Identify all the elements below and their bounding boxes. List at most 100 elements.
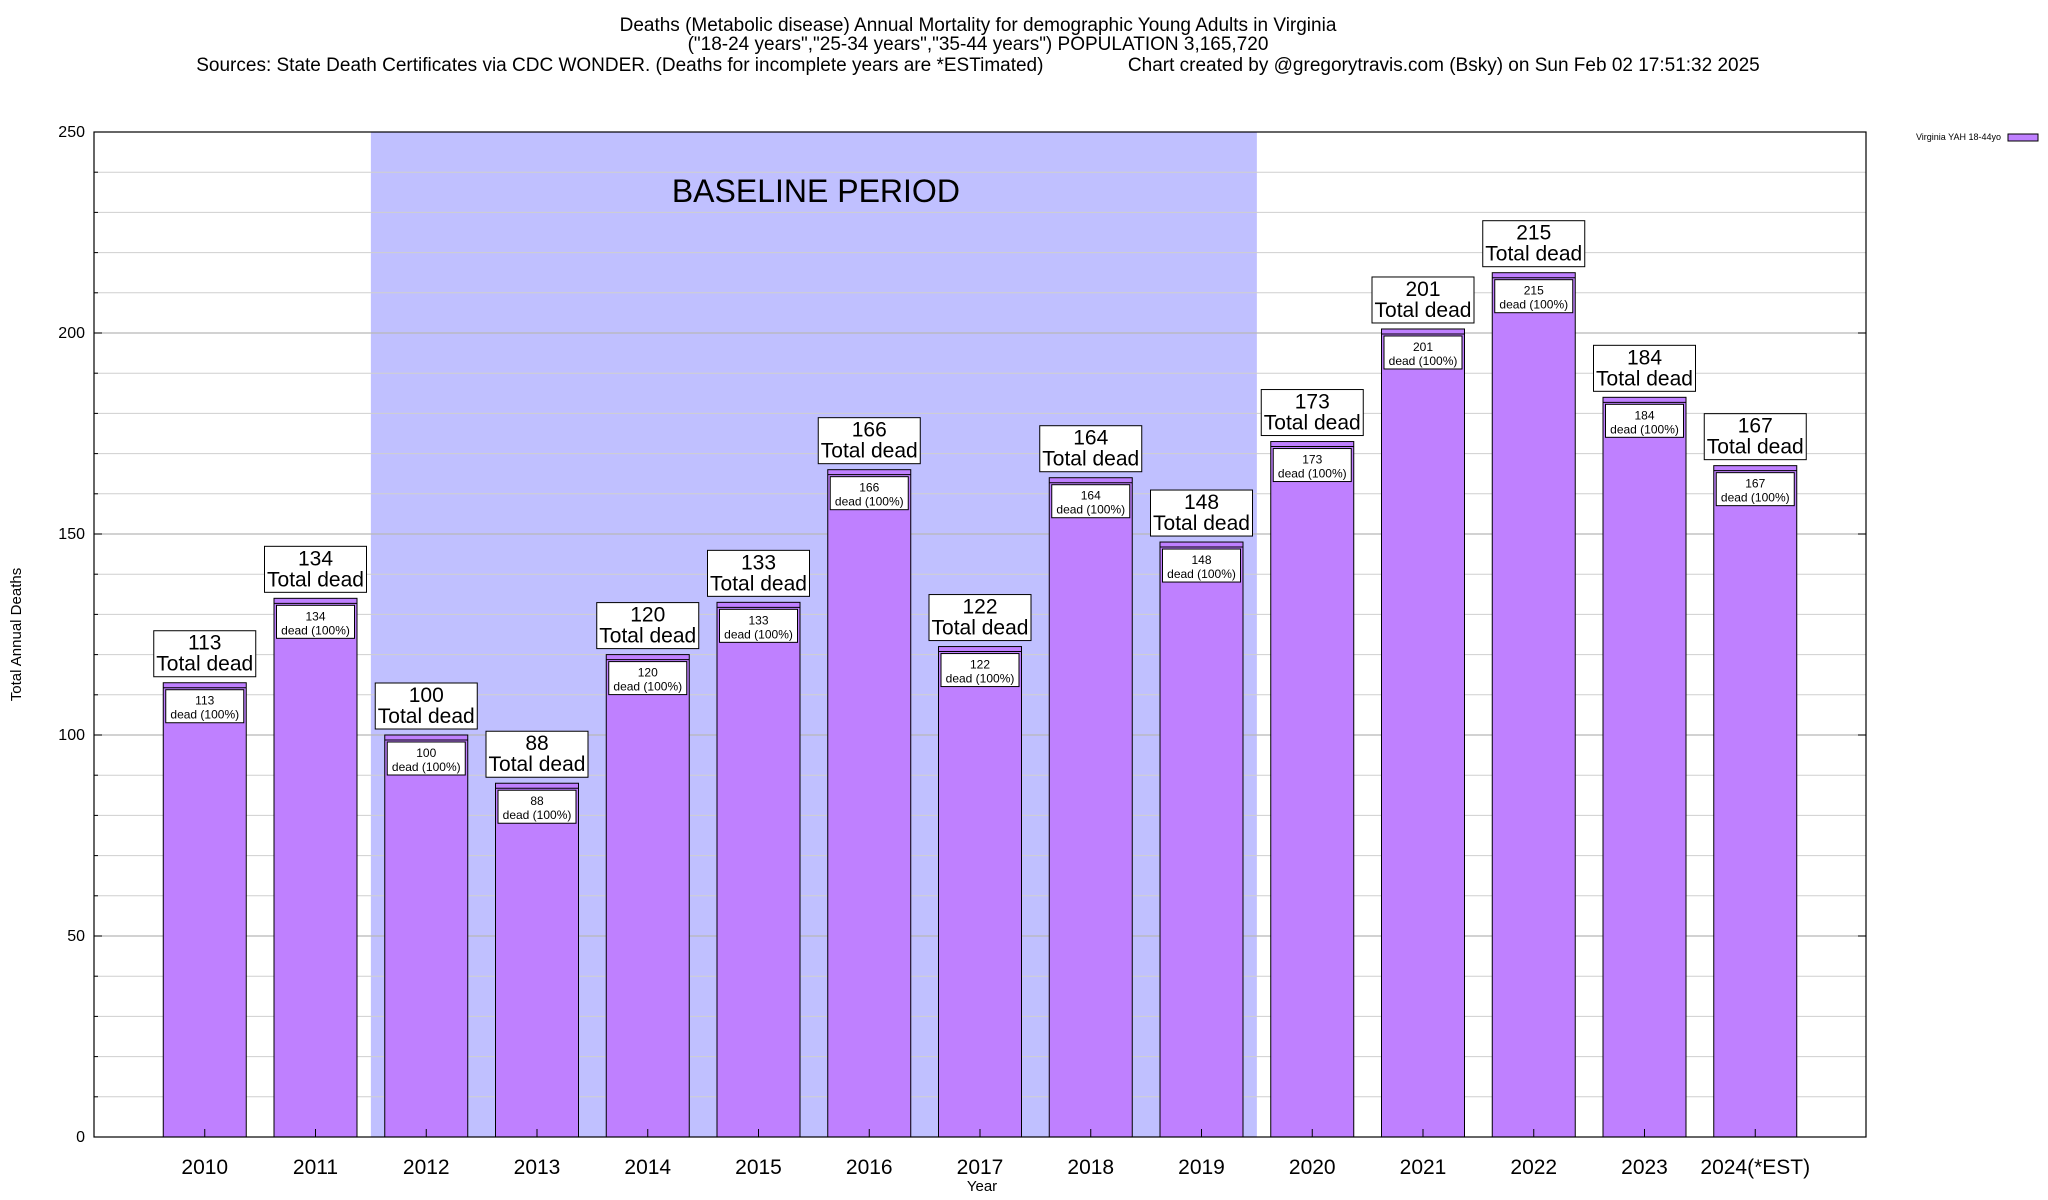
big-label-count: 173 <box>1295 391 1330 414</box>
small-label-count: 167 <box>1745 477 1765 491</box>
y-tick-label: 100 <box>58 727 85 744</box>
x-tick-label: 2024(*EST) <box>1700 1156 1810 1179</box>
x-tick-label: 2011 <box>293 1156 338 1179</box>
small-label-text: dead (100%) <box>503 808 572 822</box>
big-label-count: 215 <box>1516 222 1551 245</box>
bar <box>605 654 690 1138</box>
legend: Virginia YAH 18-44yo <box>1916 132 2039 142</box>
bar-2016 <box>827 469 912 1138</box>
small-label-box <box>165 689 245 724</box>
big-label-text: Total dead <box>1042 448 1139 471</box>
big-label-box <box>928 594 1032 642</box>
big-label-text: Total dead <box>489 753 586 776</box>
small-label-count: 120 <box>638 666 658 680</box>
bar-2010 <box>162 682 247 1138</box>
x-tick-label: 2017 <box>957 1156 1004 1179</box>
big-label-box <box>153 630 257 678</box>
y-tick-label: 150 <box>58 526 85 543</box>
small-label-count: 184 <box>1634 408 1654 422</box>
bar-2015 <box>716 601 801 1138</box>
bar <box>1381 328 1465 1138</box>
bar-2013 <box>495 782 579 1138</box>
big-label-text: Total dead <box>1375 299 1472 322</box>
big-label-text: Total dead <box>1153 512 1250 535</box>
x-tick-label: 2020 <box>1289 1156 1336 1179</box>
small-label-box <box>386 741 466 776</box>
bar-2017 <box>938 646 1022 1138</box>
x-axis-label: Year <box>967 1178 997 1195</box>
big-label-text: Total dead <box>1264 412 1361 435</box>
small-label-count: 164 <box>1081 489 1101 503</box>
bar <box>1713 465 1798 1138</box>
small-label-text: dead (100%) <box>1056 503 1125 517</box>
bar-2018 <box>1048 477 1133 1138</box>
big-label-count: 148 <box>1184 491 1219 514</box>
small-label-count: 134 <box>305 609 325 623</box>
big-label-count: 120 <box>630 604 665 627</box>
x-tick-label: 2016 <box>846 1156 893 1179</box>
small-label-text: dead (100%) <box>392 760 461 774</box>
small-label-text: dead (100%) <box>835 495 904 509</box>
big-label-count: 100 <box>409 684 444 707</box>
big-label-text: Total dead <box>932 617 1029 640</box>
small-label-count: 148 <box>1191 553 1211 567</box>
small-label-box <box>719 608 798 643</box>
bar-2024(*EST) <box>1713 465 1798 1138</box>
small-label-box <box>1383 335 1463 370</box>
legend-swatch <box>2007 133 2039 142</box>
bar-2022 <box>1491 272 1576 1138</box>
small-label-text: dead (100%) <box>1389 354 1458 368</box>
big-label-box <box>264 545 367 593</box>
y-tick-label: 200 <box>58 325 85 342</box>
bar-2020 <box>1270 441 1355 1138</box>
bar-2012 <box>384 734 469 1138</box>
bar-2021 <box>1381 328 1465 1138</box>
bar <box>938 646 1022 1138</box>
x-tick-label: 2015 <box>735 1156 782 1179</box>
big-label-text: Total dead <box>156 653 253 676</box>
big-label-text: Total dead <box>1707 436 1804 459</box>
small-label-box <box>1272 448 1352 483</box>
small-label-text: dead (100%) <box>170 708 239 722</box>
small-label-box <box>940 653 1020 688</box>
big-label-text: Total dead <box>821 440 918 463</box>
small-label-text: dead (100%) <box>281 623 350 637</box>
bar <box>495 782 579 1138</box>
big-label-box <box>1593 344 1696 392</box>
small-label-box <box>276 604 355 639</box>
big-label-box <box>374 682 478 730</box>
big-label-box <box>1039 425 1143 473</box>
x-tick-label: 2018 <box>1067 1156 1114 1179</box>
small-label-box <box>1051 484 1131 519</box>
big-label-box <box>1482 220 1586 268</box>
y-axis-label: Total Annual Deaths <box>8 568 25 701</box>
x-tick-label: 2019 <box>1178 1156 1225 1179</box>
small-label-count: 88 <box>530 794 544 808</box>
big-label-count: 113 <box>188 632 221 655</box>
small-label-box <box>497 789 577 824</box>
small-label-count: 201 <box>1413 340 1433 354</box>
